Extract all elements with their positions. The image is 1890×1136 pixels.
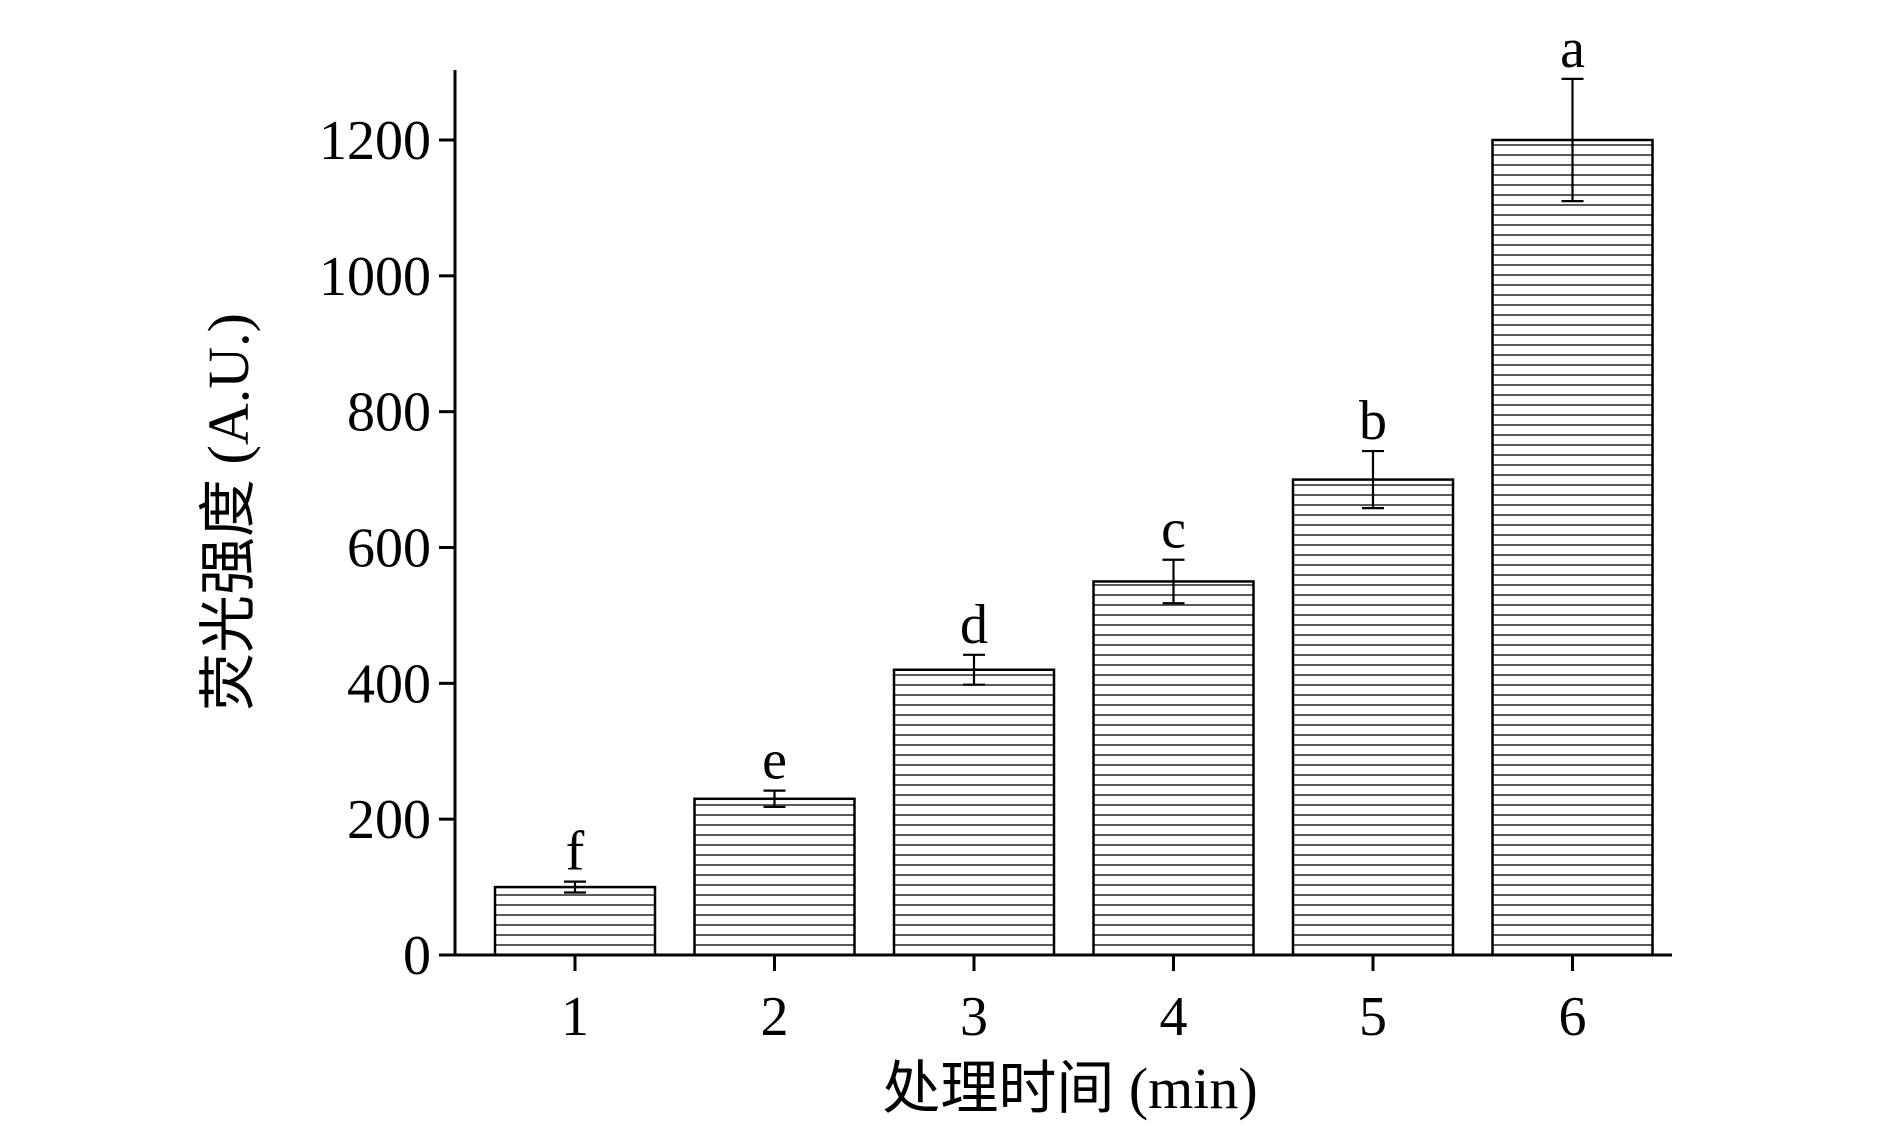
x-tick-label: 6 [1559,986,1587,1048]
y-axis-title: 荧光强度 (A.U.) [196,313,261,711]
x-tick-label: 5 [1359,986,1387,1048]
bar-6 [1491,138,1654,957]
significance-label-5: b [1359,390,1387,452]
y-tick-label: 200 [347,789,431,851]
y-tick-label: 1200 [319,110,431,172]
error-bar-5 [1362,449,1384,510]
y-tick-label: 1000 [319,246,431,308]
bar-1 [493,885,657,957]
bar-2 [693,797,856,957]
error-bars [564,77,1584,894]
x-tick-label: 4 [1160,986,1188,1048]
significance-label-6: a [1560,18,1585,80]
significance-label-3: d [960,594,988,656]
bar-3 [892,668,1056,957]
error-bar-4 [1162,558,1185,605]
x-tick-label: 1 [561,986,589,1048]
error-bar-6 [1561,77,1584,203]
error-bar-3 [963,653,985,686]
x-axis-title: 处理时间 (min) [882,1056,1257,1121]
significance-labels: f e d c b a [566,18,1585,883]
bar-4 [1092,580,1255,957]
bars [493,138,1654,957]
y-tick-label: 600 [347,518,431,580]
y-tick-label: 400 [347,653,431,715]
error-bar-2 [763,789,786,809]
bar-5 [1291,478,1455,957]
x-axis-ticks: 1 2 3 4 5 6 [561,955,1587,1048]
significance-label-1: f [566,821,585,883]
x-tick-label: 2 [761,986,789,1048]
x-tick-label: 3 [960,986,988,1048]
y-tick-label: 0 [403,925,431,987]
error-bar-1 [564,880,586,894]
y-tick-label: 800 [347,382,431,444]
significance-label-2: e [762,730,787,792]
y-axis-ticks: 0 200 400 600 800 1000 1200 [319,110,455,987]
significance-label-4: c [1161,499,1186,561]
